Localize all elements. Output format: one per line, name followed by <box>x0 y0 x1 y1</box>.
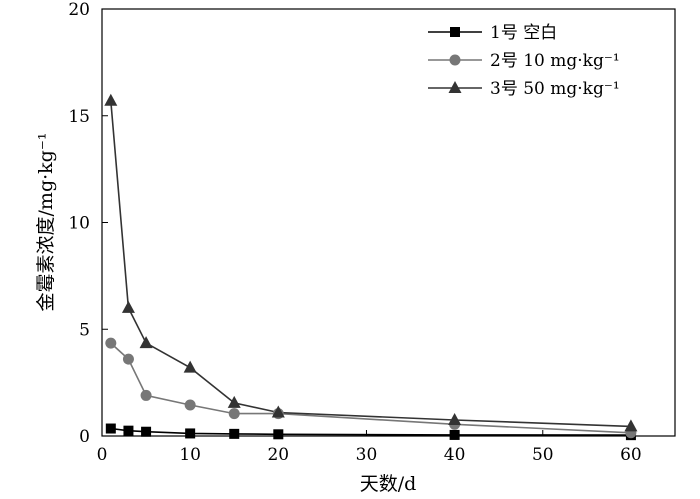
legend-marker-1 <box>450 27 460 37</box>
data-point-series-3 <box>139 336 153 349</box>
data-point-series-3 <box>448 412 462 425</box>
y-tick-label: 5 <box>79 320 90 340</box>
data-point-series-2 <box>122 353 134 365</box>
data-point-series-1 <box>229 428 240 439</box>
data-point-series-1 <box>123 425 134 436</box>
data-point-series-2 <box>184 399 196 411</box>
x-tick-label: 10 <box>179 445 201 465</box>
data-point-series-2 <box>228 408 240 420</box>
data-point-series-3 <box>104 93 118 106</box>
x-tick-label: 20 <box>267 445 289 465</box>
data-point-series-1 <box>141 426 152 437</box>
legend-label-2: 2号 10 mg·kg⁻¹ <box>490 51 620 71</box>
axis-ticks: 0 10 20 30 40 50 60 0 5 10 15 20 <box>68 0 641 465</box>
series-line-3 <box>110 100 631 428</box>
legend: 1号 空白 2号 10 mg·kg⁻¹ 3号 50 mg·kg⁻¹ <box>428 23 620 99</box>
legend-label-1: 1号 空白 <box>490 23 557 43</box>
data-point-series-3 <box>624 419 638 432</box>
data-point-series-3 <box>183 360 197 373</box>
data-point-series-1 <box>273 429 284 440</box>
legend-label-3: 3号 50 mg·kg⁻¹ <box>490 79 620 99</box>
y-tick-label: 10 <box>68 214 90 234</box>
series-line-2 <box>110 342 631 434</box>
x-tick-label: 40 <box>444 445 466 465</box>
y-tick-label: 15 <box>68 107 90 127</box>
y-tick-label: 20 <box>68 0 90 20</box>
x-axis-title: 天数/d <box>360 473 417 495</box>
x-tick-label: 60 <box>620 445 642 465</box>
data-point-series-1 <box>105 423 116 434</box>
series-markers <box>104 93 638 441</box>
x-tick-label: 30 <box>356 445 378 465</box>
x-tick-label: 50 <box>532 445 554 465</box>
data-point-series-2 <box>140 389 152 401</box>
legend-marker-2 <box>449 54 461 66</box>
data-point-series-3 <box>227 395 241 408</box>
data-point-series-3 <box>121 300 135 313</box>
data-point-series-2 <box>105 337 117 349</box>
x-tick-label: 0 <box>97 445 108 465</box>
legend-marker-3 <box>448 81 462 93</box>
data-point-series-3 <box>271 405 285 418</box>
y-axis-title: 金霉素浓度/mg·kg⁻¹ <box>35 133 57 312</box>
data-point-series-1 <box>185 428 196 439</box>
y-tick-label: 0 <box>79 427 90 447</box>
series-lines <box>110 100 631 436</box>
data-point-series-1 <box>449 429 460 440</box>
